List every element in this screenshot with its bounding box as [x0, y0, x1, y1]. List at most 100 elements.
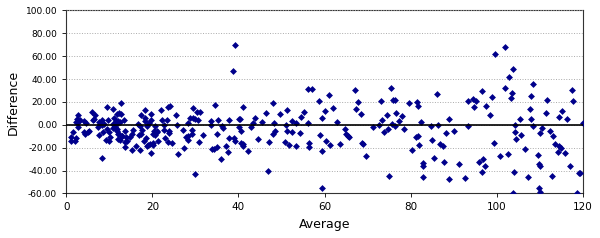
Point	[411, 135, 421, 139]
Point	[229, 136, 239, 140]
Point	[142, 144, 152, 148]
Point	[73, 113, 83, 117]
Point	[188, 116, 198, 120]
Point	[110, 126, 119, 130]
Point	[257, 120, 266, 124]
Point	[218, 127, 228, 130]
Point	[525, 107, 535, 111]
Point	[511, 124, 520, 127]
Point	[547, 174, 556, 178]
Point	[394, 119, 404, 123]
Point	[118, 134, 127, 137]
Point	[526, 117, 536, 121]
Point	[162, 119, 172, 122]
Point	[101, 138, 111, 141]
Point	[316, 133, 325, 137]
Point	[481, 104, 491, 108]
Point	[210, 103, 220, 107]
Point	[87, 110, 97, 114]
Point	[212, 145, 222, 149]
Point	[541, 112, 551, 115]
Point	[212, 132, 221, 135]
Point	[478, 89, 487, 93]
Point	[103, 127, 112, 131]
Point	[116, 112, 125, 116]
Point	[487, 95, 497, 99]
Point	[94, 133, 104, 137]
Point	[485, 114, 494, 117]
Point	[307, 87, 317, 90]
Point	[173, 152, 183, 156]
Point	[572, 191, 582, 194]
Point	[535, 131, 545, 135]
Point	[416, 120, 426, 124]
Point	[156, 108, 166, 112]
Point	[324, 93, 334, 97]
Point	[109, 108, 118, 111]
Point	[164, 129, 173, 133]
Point	[435, 142, 445, 146]
Point	[179, 128, 188, 132]
Point	[121, 135, 131, 139]
Point	[533, 153, 542, 157]
Point	[536, 190, 545, 194]
Point	[449, 129, 459, 133]
Point	[387, 122, 397, 125]
Point	[356, 112, 366, 116]
Point	[151, 124, 160, 128]
Point	[88, 118, 97, 122]
Point	[102, 105, 112, 109]
Point	[516, 133, 526, 137]
Point	[535, 186, 544, 189]
Point	[503, 152, 513, 156]
Point	[418, 164, 428, 168]
Point	[427, 138, 436, 142]
Point	[361, 154, 371, 158]
Point	[136, 113, 146, 117]
Point	[275, 112, 284, 116]
Point	[191, 172, 200, 176]
Point	[146, 151, 155, 154]
Point	[213, 118, 223, 122]
Point	[317, 186, 326, 190]
Point	[99, 122, 109, 126]
Point	[321, 139, 331, 143]
Point	[81, 122, 91, 125]
Point	[73, 125, 82, 129]
Point	[477, 170, 487, 174]
Point	[224, 136, 234, 139]
Point	[145, 121, 154, 125]
Point	[79, 119, 89, 123]
Point	[143, 143, 153, 147]
Point	[172, 123, 182, 127]
Point	[575, 171, 585, 175]
Point	[230, 139, 240, 142]
Point	[111, 119, 121, 123]
Point	[191, 117, 200, 120]
Point	[305, 145, 314, 149]
Point	[454, 162, 464, 166]
Point	[353, 100, 363, 104]
Point	[198, 133, 208, 136]
Point	[250, 116, 260, 120]
Point	[413, 104, 422, 108]
Point	[343, 134, 352, 138]
Point	[418, 175, 427, 179]
Point	[187, 128, 197, 132]
Point	[511, 137, 521, 140]
Point	[94, 125, 103, 129]
Point	[261, 111, 271, 115]
Point	[287, 130, 297, 134]
Point	[474, 160, 484, 164]
Point	[217, 157, 226, 161]
Point	[489, 141, 499, 145]
Point	[553, 150, 563, 154]
Point	[70, 139, 79, 143]
Point	[68, 130, 78, 134]
Point	[184, 134, 193, 138]
Point	[207, 147, 217, 150]
Point	[578, 121, 587, 125]
Point	[223, 150, 233, 154]
Point	[413, 134, 422, 137]
Point	[391, 111, 401, 115]
